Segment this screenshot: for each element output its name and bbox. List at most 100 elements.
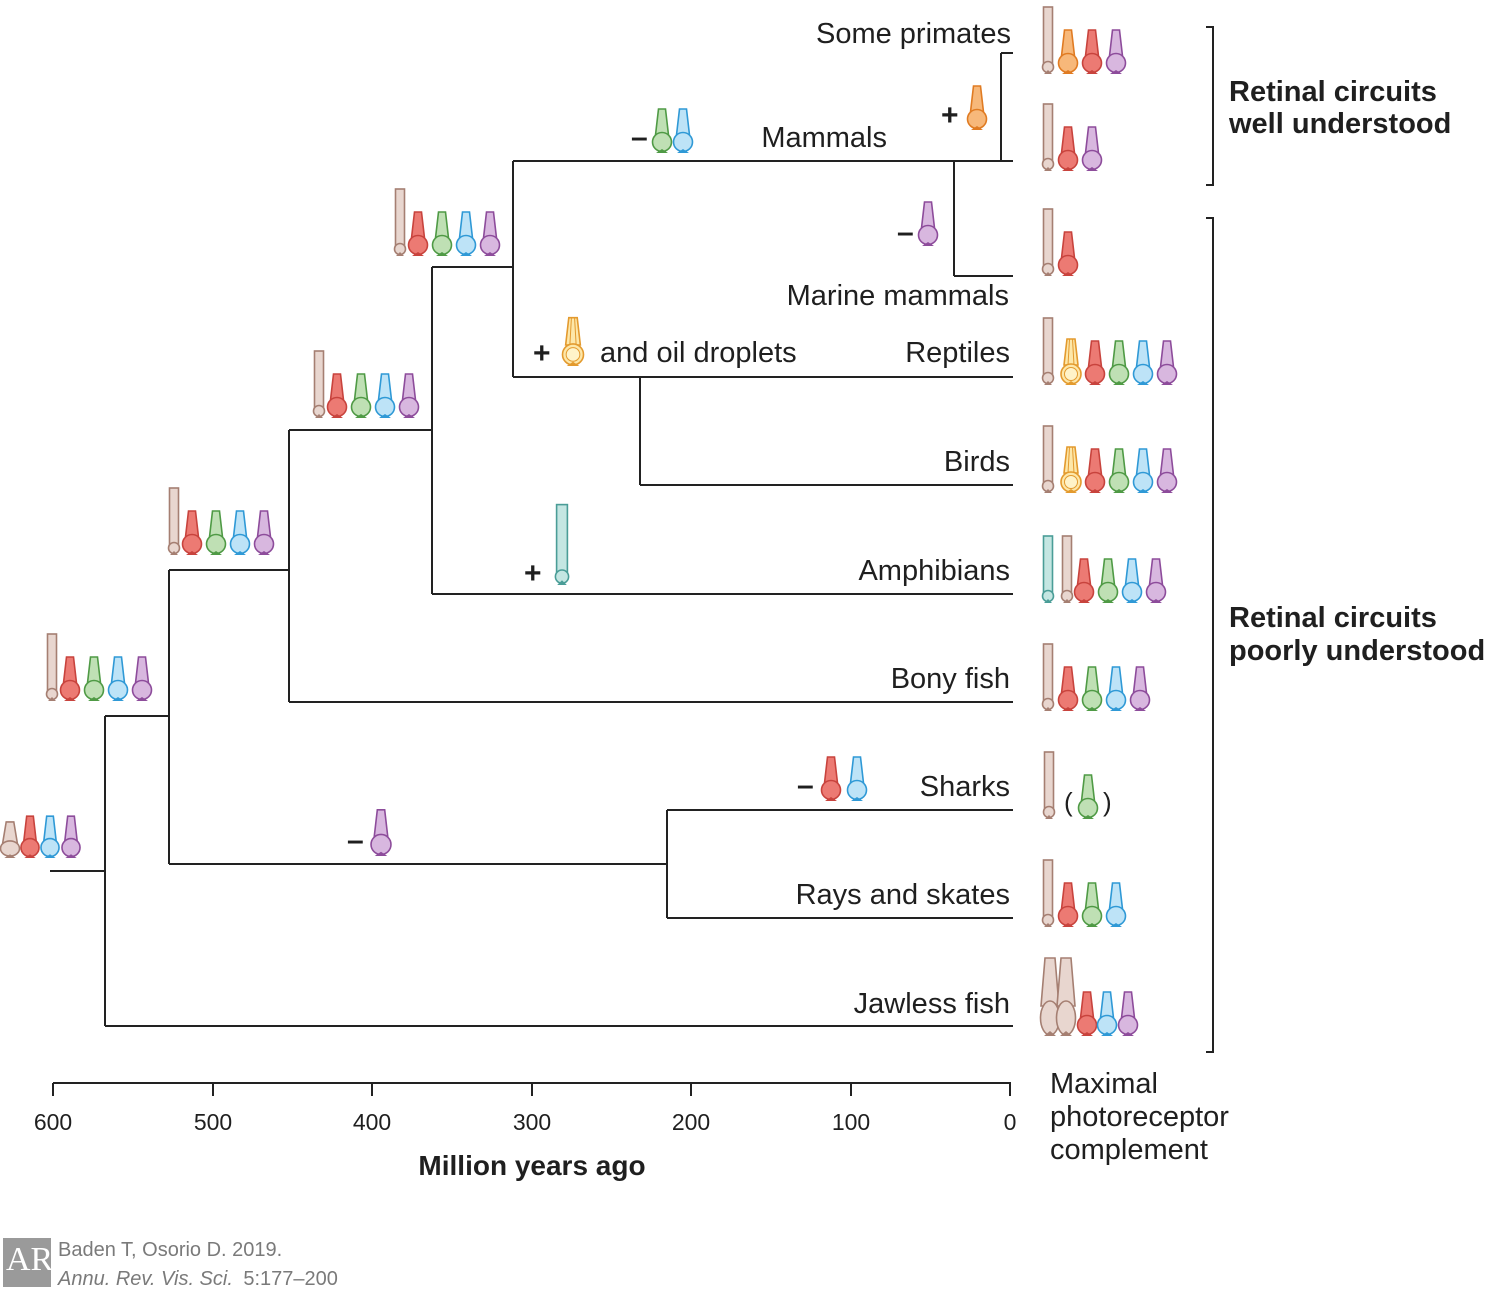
complement-birds-violet-5 bbox=[1156, 448, 1178, 493]
event-markers: – + – + and oil droplets + – – bbox=[347, 99, 959, 857]
event-amphibian-gain-teal-0 bbox=[554, 503, 570, 585]
complement-reptiles-violet-5 bbox=[1156, 340, 1178, 385]
complement-amphibians-blue-4 bbox=[1121, 558, 1143, 603]
node-root-rod-small-0 bbox=[0, 821, 21, 858]
node-tetrapod-green-2 bbox=[431, 211, 453, 256]
axis-tick-label-0: 0 bbox=[1004, 1109, 1017, 1135]
event-sign-primates-gain: + bbox=[941, 99, 959, 132]
complement-amphibians-violet-5 bbox=[1145, 558, 1167, 603]
event-sign-mammals-loss: – bbox=[631, 121, 648, 154]
complement-label-line-1: Maximal bbox=[1050, 1068, 1158, 1100]
sharks-paren-close: ) bbox=[1103, 787, 1112, 817]
event-mammals-loss-blue-1 bbox=[672, 108, 694, 153]
complement-marine-mammals-red-1 bbox=[1057, 231, 1079, 276]
complement-rays-and-skates-green-2 bbox=[1081, 882, 1103, 927]
complement-reptiles-red-2 bbox=[1084, 340, 1106, 385]
group-label-poorly-line-2: poorly understood bbox=[1229, 635, 1485, 667]
axis-tick-label-600: 600 bbox=[34, 1109, 72, 1135]
complement-label-line-3: complement bbox=[1050, 1134, 1208, 1166]
event-sign-marine-loss: – bbox=[897, 216, 914, 249]
group-label-poorly-understood: Retinal circuits poorly understood bbox=[1229, 602, 1485, 667]
complement-birds-oil-1 bbox=[1060, 446, 1082, 493]
complement-amphibians-red-2 bbox=[1073, 558, 1095, 603]
group-label-well-understood: Retinal circuits well understood bbox=[1228, 76, 1451, 140]
axis-tick-label-100: 100 bbox=[832, 1109, 870, 1135]
node-gnathostome-green-2 bbox=[205, 510, 227, 555]
complement-birds-rod-0 bbox=[1041, 425, 1055, 493]
complement-reptiles-blue-4 bbox=[1132, 340, 1154, 385]
annual-reviews-logo-text: AR bbox=[6, 1241, 54, 1278]
event-sign-shark-loss: – bbox=[797, 769, 814, 802]
node-root-violet-3 bbox=[61, 815, 81, 858]
event-oil-gain-oil-0 bbox=[561, 316, 585, 366]
complement-some-primates-rod-0 bbox=[1041, 6, 1055, 74]
taxon-label-bony-fish: Bony fish bbox=[891, 663, 1010, 695]
taxon-label-rays-and-skates: Rays and skates bbox=[796, 879, 1010, 911]
complement-mammals-red-1 bbox=[1057, 126, 1079, 171]
axis-tick-label-500: 500 bbox=[194, 1109, 232, 1135]
event-sign-cartilaginous-loss: – bbox=[347, 824, 364, 857]
taxon-label-amphibians: Amphibians bbox=[858, 555, 1010, 587]
node-tetrapod-rod-0 bbox=[393, 188, 407, 256]
node-vertebrate-red-1 bbox=[59, 656, 81, 701]
event-primates-gain-orange-0 bbox=[966, 85, 988, 130]
complement-jawless-fish-red-2 bbox=[1076, 991, 1098, 1036]
time-axis bbox=[52, 1082, 1011, 1096]
node-root-red-1 bbox=[20, 815, 40, 858]
event-shark-loss-red-0 bbox=[820, 756, 842, 801]
annual-reviews-logo bbox=[3, 1238, 51, 1287]
bracket-poorly-understood bbox=[1206, 217, 1214, 1053]
phylogenetic-tree bbox=[50, 52, 1013, 1027]
taxon-label-birds: Birds bbox=[944, 446, 1010, 478]
publisher-credit: AR Baden T, Osorio D. 2019. Annu. Rev. V… bbox=[3, 1238, 338, 1290]
node-tetrapod-violet-4 bbox=[479, 211, 501, 256]
taxon-label-some-primates: Some primates bbox=[816, 18, 1011, 50]
node-osteichthyes-red-1 bbox=[326, 373, 348, 418]
complement-birds-blue-4 bbox=[1132, 448, 1154, 493]
group-label-well-line-2: well understood bbox=[1228, 108, 1451, 140]
photoreceptor-icons bbox=[0, 6, 1178, 1036]
complement-jawless-fish-blue-3 bbox=[1096, 991, 1118, 1036]
complement-jawless-fish-rod-large-0 bbox=[1039, 957, 1061, 1036]
complement-bony-fish-rod-0 bbox=[1041, 643, 1055, 711]
complement-bony-fish-blue-3 bbox=[1105, 666, 1127, 711]
complement-jawless-fish-rod-large-1 bbox=[1055, 957, 1077, 1036]
axis-tick-label-200: 200 bbox=[672, 1109, 710, 1135]
complement-some-primates-violet-3 bbox=[1105, 29, 1127, 74]
complement-reptiles-rod-0 bbox=[1041, 317, 1055, 385]
complement-rays-and-skates-blue-3 bbox=[1105, 882, 1127, 927]
taxon-label-jawless-fish: Jawless fish bbox=[854, 988, 1010, 1020]
complement-birds-red-2 bbox=[1084, 448, 1106, 493]
node-vertebrate-violet-4 bbox=[131, 656, 153, 701]
taxon-label-mammals: Mammals bbox=[761, 122, 887, 154]
event-shark-loss-blue-1 bbox=[846, 756, 868, 801]
node-gnathostome-rod-0 bbox=[167, 487, 181, 555]
axis-tick-labels: 600 500 400 300 200 100 0 bbox=[34, 1109, 1017, 1135]
taxon-label-reptiles: Reptiles bbox=[905, 337, 1010, 369]
credit-authors: Baden T, Osorio D. 2019. bbox=[58, 1239, 282, 1261]
complement-bony-fish-red-1 bbox=[1057, 666, 1079, 711]
complement-birds-green-3 bbox=[1108, 448, 1130, 493]
node-gnathostome-blue-3 bbox=[229, 510, 251, 555]
complement-amphibians-rod-1 bbox=[1060, 535, 1074, 603]
event-mammals-loss-green-0 bbox=[651, 108, 673, 153]
credit-journal: Annu. Rev. Vis. Sci. bbox=[57, 1268, 233, 1290]
complement-label-line-2: photoreceptor bbox=[1050, 1101, 1229, 1133]
node-vertebrate-blue-3 bbox=[107, 656, 129, 701]
taxon-label-sharks: Sharks bbox=[920, 771, 1010, 803]
taxon-labels: Some primates Mammals Marine mammals Rep… bbox=[761, 18, 1011, 1020]
axis-title: Million years ago bbox=[418, 1150, 645, 1181]
complement-jawless-fish-violet-4 bbox=[1117, 991, 1139, 1036]
complement-amphibians-green-3 bbox=[1097, 558, 1119, 603]
complement-some-primates-red-2 bbox=[1081, 29, 1103, 74]
complement-bony-fish-green-2 bbox=[1081, 666, 1103, 711]
complement-reptiles-oil-1 bbox=[1060, 338, 1082, 385]
node-osteichthyes-violet-4 bbox=[398, 373, 420, 418]
complement-reptiles-green-3 bbox=[1108, 340, 1130, 385]
event-sign-oil-gain: + bbox=[533, 337, 551, 370]
complement-sharks-green bbox=[1077, 774, 1099, 819]
complement-rays-and-skates-rod-0 bbox=[1041, 859, 1055, 927]
node-gnathostome-violet-4 bbox=[253, 510, 275, 555]
sharks-paren-open: ( bbox=[1064, 787, 1073, 817]
